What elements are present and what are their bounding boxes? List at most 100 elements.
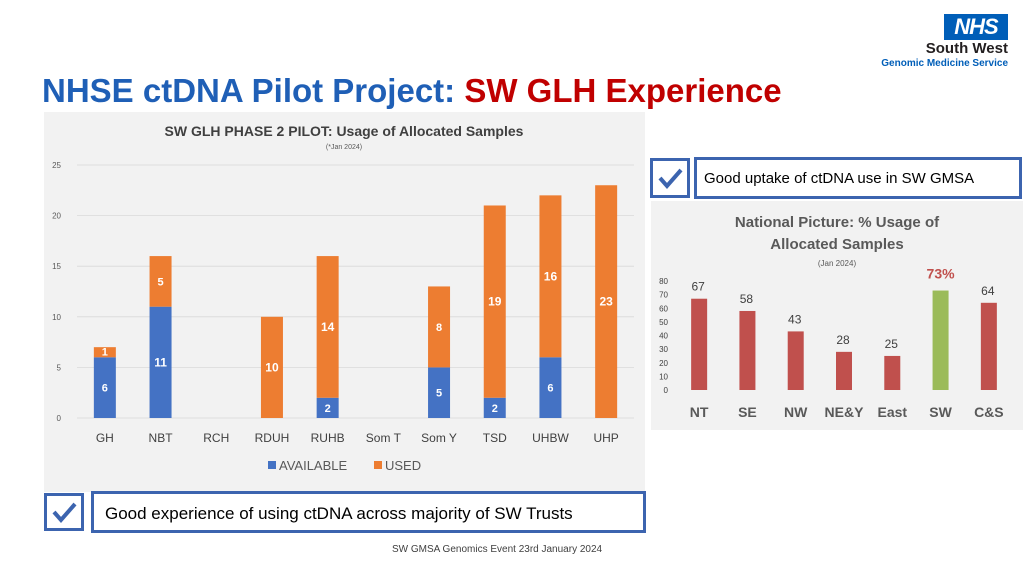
chart1-data-label: 23: [599, 295, 613, 309]
chart1-xtick-label: UHP: [593, 431, 618, 445]
chart1-data-label: 10: [265, 360, 279, 374]
chart2-ytick-label: 40: [659, 332, 668, 341]
chart1-ytick-label: 25: [52, 161, 61, 170]
national-usage-chart: National Picture: % Usage of Allocated S…: [659, 214, 1004, 420]
chart1-bar-available: [483, 397, 506, 418]
chart1-bar-available: [428, 367, 451, 418]
chart2-xtick-label: NE&Y: [825, 404, 865, 420]
chart2-xtick-label: SE: [738, 404, 757, 420]
chart1-data-label: 8: [436, 322, 442, 334]
chart1-xtick-label: NBT: [149, 431, 174, 445]
chart2-data-label: 64: [981, 284, 995, 298]
chart1-xtick-label: TSD: [483, 431, 507, 445]
chart1-xtick-label: RCH: [203, 431, 229, 445]
slide-title-part2: SW GLH Experience: [464, 72, 782, 109]
checkmark-icon: [658, 168, 683, 190]
checkmark-icon: [52, 502, 77, 524]
chart1-data-label: 2: [325, 403, 331, 415]
chart2-data-label: 73%: [927, 266, 956, 282]
chart2-data-label: 43: [788, 312, 802, 326]
legend-label-available: AVAILABLE: [279, 458, 347, 473]
chart1-data-label: 1: [102, 346, 108, 358]
chart2-title-line2: Allocated Samples: [770, 236, 903, 253]
chart2-ytick-label: 0: [664, 386, 669, 395]
chart1-ytick-label: 15: [52, 262, 61, 271]
chart1-ytick-label: 0: [57, 414, 62, 423]
chart2-ytick-label: 30: [659, 345, 668, 354]
chart2-data-label: 28: [836, 333, 850, 347]
chart2-bar: [739, 310, 756, 390]
chart1-title: SW GLH PHASE 2 PILOT: Usage of Allocated…: [165, 123, 524, 139]
chart1-ytick-label: 20: [52, 212, 61, 221]
chart1-bar-available: [149, 306, 172, 418]
chart1-xtick-label: GH: [96, 431, 114, 445]
chart1-ytick-label: 10: [52, 313, 61, 322]
chart2-bar: [980, 302, 997, 390]
chart1-data-label: 11: [154, 355, 167, 369]
sw-glh-usage-chart: SW GLH PHASE 2 PILOT: Usage of Allocated…: [52, 123, 634, 473]
chart2-bar: [884, 355, 901, 390]
chart1-xtick-label: RUHB: [311, 431, 345, 445]
chart1-bar-available: [539, 357, 562, 418]
chart1-bar-used: [428, 286, 451, 368]
chart2-bar: [932, 290, 949, 390]
chart1-bar-used: [260, 316, 283, 418]
chart2-xtick-label: NT: [690, 404, 709, 420]
legend-label-used: USED: [385, 458, 421, 473]
chart2-bar: [836, 351, 852, 390]
chart2-ytick-label: 80: [659, 277, 668, 286]
chart2-xtick-label: NW: [784, 404, 808, 420]
top-check-box: [650, 158, 690, 198]
chart1-xtick-label: Som Y: [421, 431, 457, 445]
chart2-data-label: 58: [740, 292, 754, 306]
chart2-xtick-label: C&S: [974, 404, 1004, 420]
chart1-bar-used: [539, 195, 562, 358]
nhs-service-label: Genomic Medicine Service: [881, 58, 1008, 69]
chart1-data-label: 6: [102, 383, 108, 395]
chart1-xtick-label: Som T: [366, 431, 402, 445]
chart1-bar-used: [316, 256, 339, 398]
chart2-subtitle: (Jan 2024): [818, 259, 857, 268]
chart2-title-line1: National Picture: % Usage of: [735, 214, 940, 231]
footer-text: SW GMSA Genomics Event 23rd January 2024: [392, 544, 603, 555]
bottom-check-box: [44, 493, 84, 531]
chart1-data-label: 5: [436, 388, 442, 400]
national-chart-panel: National Picture: % Usage of Allocated S…: [651, 201, 1023, 430]
chart1-data-label: 6: [547, 383, 553, 395]
chart1-bar-used: [149, 256, 172, 307]
legend-swatch-used: [374, 461, 382, 469]
chart2-bar: [787, 331, 804, 390]
chart1-bar-used: [93, 347, 116, 358]
legend-swatch-available: [268, 461, 276, 469]
chart1-bar-used: [595, 185, 618, 418]
chart1-ytick-label: 5: [57, 363, 62, 372]
nhs-region-label: South West: [925, 40, 1008, 57]
bottom-callout-text: Good experience of using ctDNA across ma…: [105, 504, 573, 523]
chart2-bar: [691, 298, 708, 390]
chart2-ytick-label: 70: [659, 291, 668, 300]
chart1-subtitle: (*Jan 2024): [326, 144, 362, 151]
chart2-ytick-label: 60: [659, 304, 668, 313]
nhs-logo: NHS: [944, 14, 1008, 40]
chart1-xtick-label: UHBW: [532, 431, 569, 445]
chart1-data-label: 14: [321, 320, 335, 334]
bottom-callout: [91, 491, 646, 533]
chart1-data-label: 2: [492, 403, 498, 415]
chart1-data-label: 19: [488, 295, 502, 309]
chart2-data-label: 67: [691, 280, 705, 294]
chart2-xtick-label: SW: [929, 404, 952, 420]
chart2-ytick-label: 20: [659, 359, 668, 368]
chart1-bar-used: [483, 205, 506, 398]
chart1-data-label: 16: [544, 269, 558, 283]
chart2-ytick-label: 50: [659, 318, 668, 327]
chart2-xtick-label: East: [877, 404, 907, 420]
slide-title-part1: NHSE ctDNA Pilot Project:: [42, 72, 456, 109]
chart2-ytick-label: 10: [659, 372, 668, 381]
chart1-data-label: 5: [157, 276, 163, 288]
top-callout-text: Good uptake of ctDNA use in SW GMSA: [704, 170, 975, 187]
slide-title: NHSE ctDNA Pilot Project: SW GLH Experie…: [42, 72, 782, 110]
sw-glh-chart-panel: SW GLH PHASE 2 PILOT: Usage of Allocated…: [44, 112, 645, 492]
chart1-bar-available: [316, 397, 339, 418]
chart1-bar-available: [93, 357, 116, 418]
chart2-data-label: 25: [885, 337, 899, 351]
